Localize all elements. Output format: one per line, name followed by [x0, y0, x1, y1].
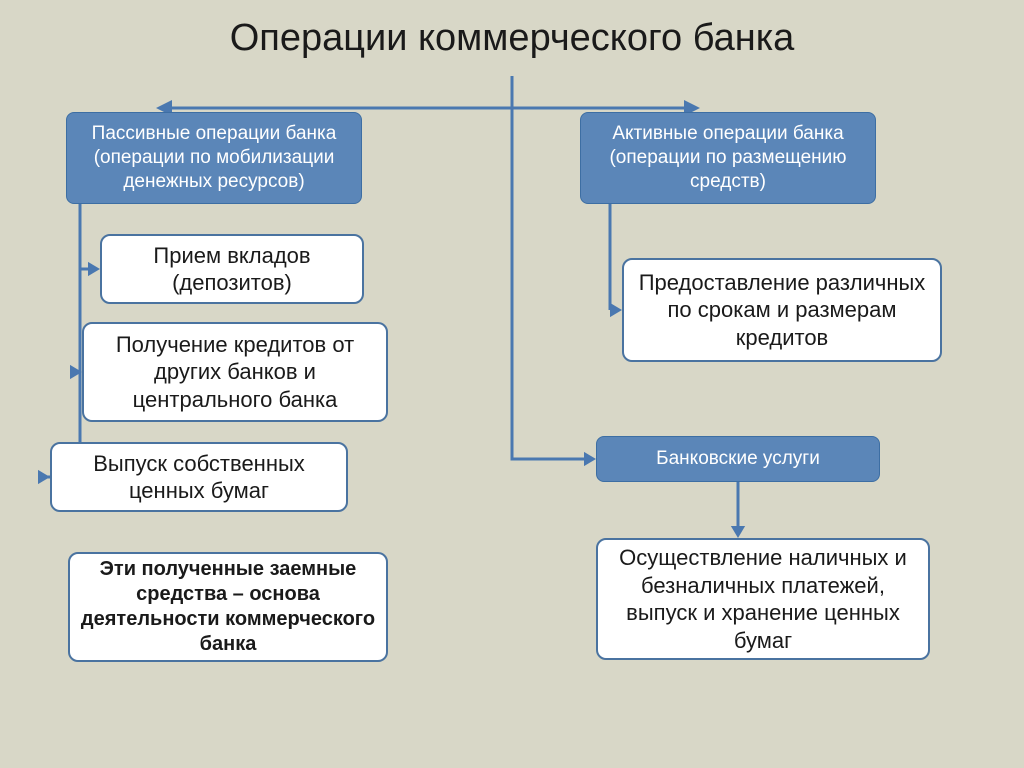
box-label: Предоставление различных по срокам и раз… [634, 269, 930, 352]
box-label: Получение кредитов от других банков и це… [94, 331, 376, 414]
box-footnote: Эти полученные заемные средства – основа… [68, 552, 388, 662]
box-label: Банковские услуги [656, 447, 820, 471]
box-label: Эти полученные заемные средства – основа… [80, 557, 376, 657]
box-passive_head: Пассивные операции банка (операции по мо… [66, 112, 362, 204]
box-label: Выпуск собственных ценных бумаг [62, 450, 336, 505]
box-p2: Получение кредитов от других банков и це… [82, 322, 388, 422]
box-label: Активные операции банка (операции по раз… [591, 122, 865, 193]
diagram-title: Операции коммерческого банка [0, 17, 1024, 60]
box-s1: Осуществление наличных и безналичных пла… [596, 538, 930, 660]
box-label: Осуществление наличных и безналичных пла… [608, 544, 918, 654]
box-label: Пассивные операции банка (операции по мо… [77, 122, 351, 193]
box-active_head: Активные операции банка (операции по раз… [580, 112, 876, 204]
diagram-canvas: Операции коммерческого банка Пассивные оп… [0, 0, 1024, 768]
box-label: Прием вкладов (депозитов) [112, 242, 352, 297]
box-p1: Прием вкладов (депозитов) [100, 234, 364, 304]
box-a1: Предоставление различных по срокам и раз… [622, 258, 942, 362]
box-services_head: Банковские услуги [596, 436, 880, 482]
box-p3: Выпуск собственных ценных бумаг [50, 442, 348, 512]
